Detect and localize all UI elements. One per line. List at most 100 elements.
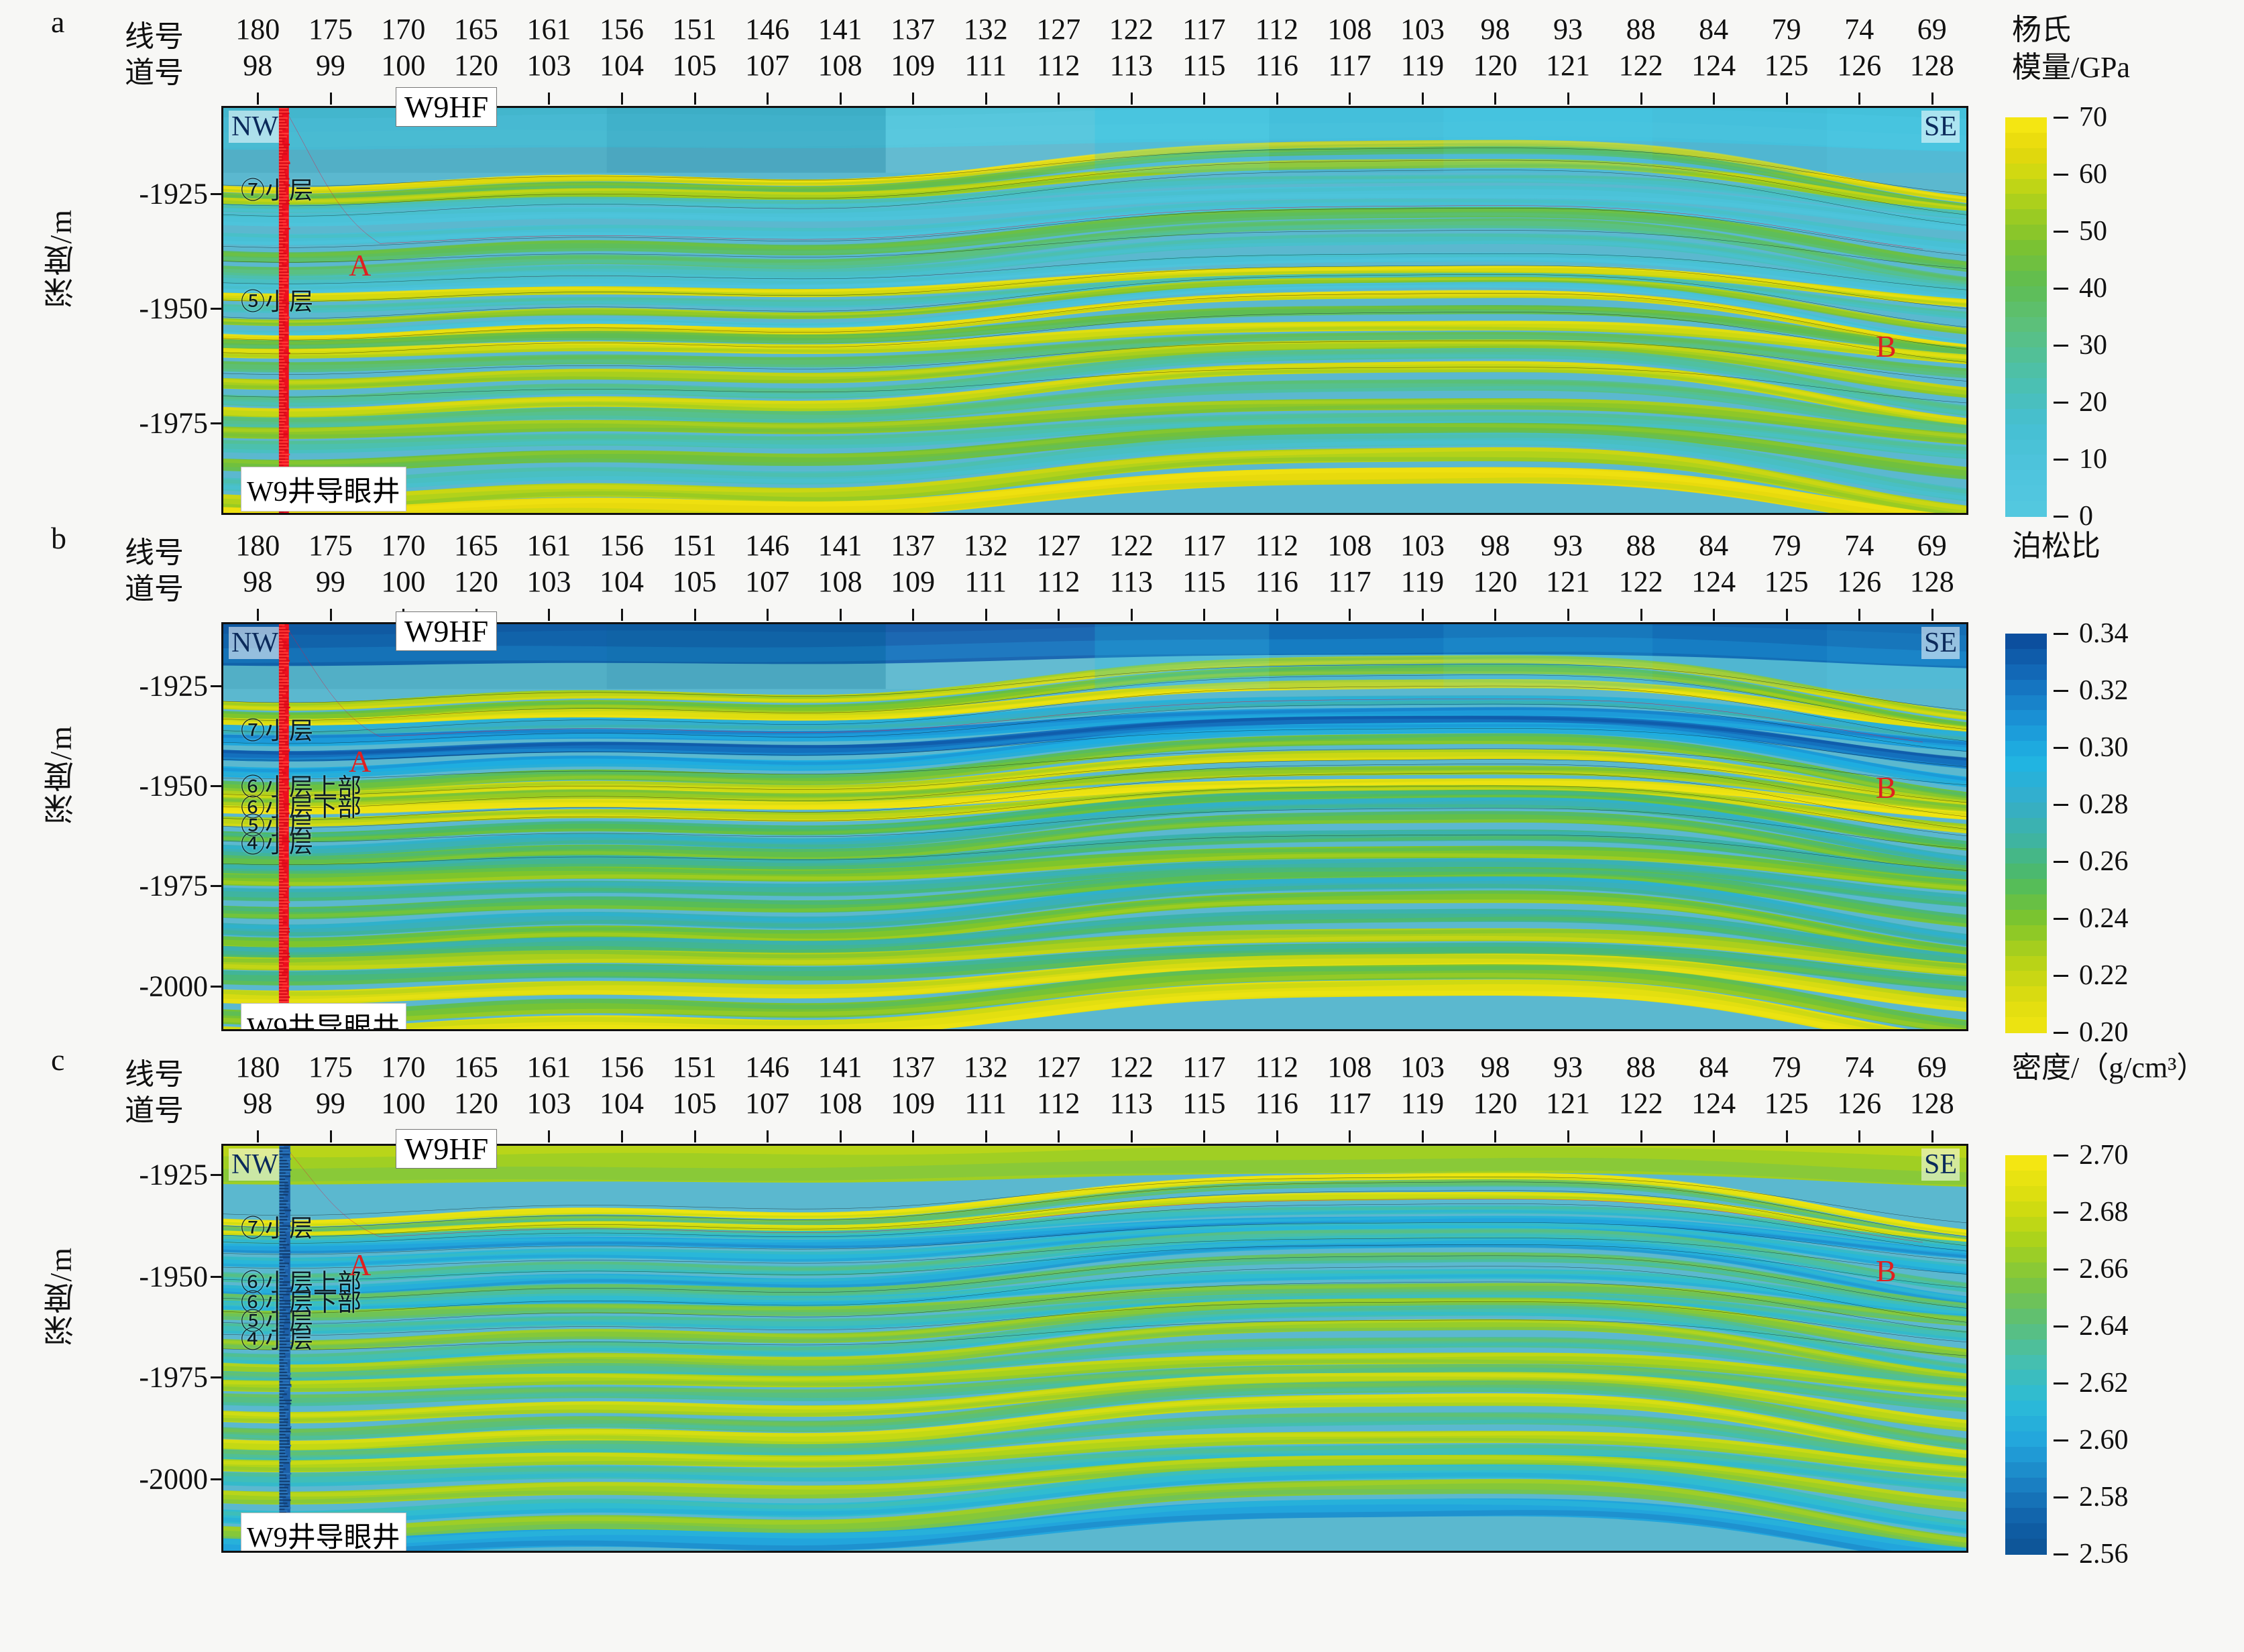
trace-number-label: 道号: [125, 56, 184, 89]
colorbar-tick-mark: [2054, 231, 2068, 233]
attribute-raster: [223, 624, 1966, 1029]
colorbar-segment: [2005, 879, 2047, 896]
colorbar-segment: [2005, 1539, 2047, 1555]
trace-number-tick: 126: [1837, 49, 1882, 82]
line-number-tick: 74: [1844, 13, 1874, 46]
x-tick-mark: [1130, 609, 1133, 621]
x-tick-mark: [1276, 609, 1278, 621]
colorbar-segment: [2005, 301, 2047, 318]
line-number-tick: 175: [308, 1051, 353, 1083]
y-tick-mark: [211, 1173, 221, 1176]
horizon-line: [223, 686, 1966, 741]
horizon-line: [223, 835, 1966, 870]
y-tick-mark: [211, 785, 221, 787]
attribute-lamina: [223, 399, 1966, 438]
colorbar-tick-label: 0.22: [2079, 960, 2129, 991]
line-number-tick: 137: [891, 1051, 936, 1083]
horizon-line: [223, 1238, 1966, 1275]
colorbar-tick-label: 60: [2079, 159, 2107, 190]
line-number-tick: 88: [1626, 529, 1656, 562]
x-tick-mark: [1421, 1130, 1424, 1142]
colorbar-segment: [2005, 1293, 2047, 1309]
y-tick-label: -1975: [139, 869, 208, 902]
line-number-tick: 79: [1771, 13, 1801, 46]
trace-number-tick: 120: [453, 49, 498, 82]
colorbar-segment: [2005, 1508, 2047, 1525]
line-number-tick: 98: [1480, 529, 1510, 562]
colorbar-title-line1: 杨氏: [2012, 13, 2071, 46]
colorbar-tick-label: 0.30: [2079, 732, 2129, 763]
horizon-line: [223, 1266, 1966, 1323]
trace-number-tick: 121: [1546, 1087, 1591, 1120]
trace-number-tick: 111: [964, 49, 1007, 82]
overburden-block: [1269, 624, 1444, 689]
colorbar-segment: [2005, 1170, 2047, 1187]
panel-letter: c: [51, 1043, 65, 1077]
colorbar-title-line1: 密度/（g/cm³）: [2012, 1051, 2206, 1084]
line-number-tick: 156: [599, 529, 644, 562]
colorbar-tick-label: 20: [2079, 387, 2107, 418]
y-tick-mark: [211, 685, 221, 687]
line-number-tick: 175: [308, 13, 353, 46]
y-tick-mark: [211, 985, 221, 988]
line-number-tick: 93: [1553, 1051, 1583, 1083]
colorbar-tick-label: 2.66: [2079, 1254, 2129, 1285]
stratum-label: ⑥小层上部: [240, 774, 361, 801]
line-number-tick: 141: [818, 529, 862, 562]
colorbar-segment: [2005, 1354, 2047, 1371]
y-tick-label: -1950: [139, 292, 208, 325]
trace-number-tick: 108: [818, 1087, 862, 1120]
line-number-tick: 161: [526, 13, 571, 46]
trace-number-tick: 104: [599, 565, 644, 598]
horizon-line: [223, 749, 1966, 785]
trace-number-tick: 113: [1109, 565, 1153, 598]
x-tick-mark: [1058, 609, 1060, 621]
pilot-well-log: [276, 624, 292, 1029]
line-number-label: 线号: [125, 20, 184, 53]
x-tick-mark: [1713, 1130, 1716, 1142]
panel-letter: b: [51, 521, 66, 555]
x-tick-mark: [329, 609, 332, 621]
line-number-tick: 165: [453, 13, 498, 46]
colorbar-segment: [2005, 393, 2047, 410]
line-number-tick: 98: [1480, 1051, 1510, 1083]
trace-number-tick: 124: [1691, 1087, 1736, 1120]
horizon-line: [223, 675, 1966, 729]
colorbar-segment: [2005, 802, 2047, 819]
colorbar-segment: [2005, 756, 2047, 772]
trace-number-tick: 117: [1328, 1087, 1371, 1120]
x-tick-mark: [1203, 1130, 1206, 1142]
overburden-block: [1443, 108, 1653, 173]
x-tick-mark: [257, 93, 260, 105]
overburden-block: [1095, 624, 1270, 689]
x-tick-mark: [1713, 93, 1716, 105]
colorbar-segment: [2005, 209, 2047, 226]
line-number-tick: 180: [235, 1051, 280, 1083]
colorbar-tick-label: 2.62: [2079, 1368, 2129, 1399]
attribute-lamina: [223, 121, 1966, 151]
x-tick-mark: [1130, 1130, 1133, 1142]
line-number-tick: 112: [1255, 13, 1299, 46]
stratum-label: ⑦小层: [240, 176, 313, 204]
colorbar-segment: [2005, 194, 2047, 211]
colorbar-segment: [2005, 940, 2047, 957]
trace-number-tick: 128: [1909, 1087, 1954, 1120]
line-number-tick: 88: [1626, 13, 1656, 46]
colorbar-c: [2005, 1155, 2047, 1555]
trace-number-tick: 126: [1837, 565, 1882, 598]
colorbar-segment: [2005, 1308, 2047, 1325]
trace-number-tick: 98: [243, 1087, 273, 1120]
stratum-label: ④小层: [240, 830, 313, 858]
line-number-label: 线号: [125, 1058, 184, 1091]
trace-number-tick: 115: [1182, 1087, 1226, 1120]
stratum-label: ⑥小层下部: [240, 1289, 361, 1317]
direction-label-se: SE: [1921, 627, 1960, 659]
trace-number-tick: 108: [818, 49, 862, 82]
trace-number-tick: 128: [1909, 49, 1954, 82]
x-tick-mark: [329, 93, 332, 105]
line-number-tick: 146: [745, 13, 790, 46]
seismic-section-a: NW SE ⑦小层 ⑤小层 W9井导眼井 A B: [221, 106, 1968, 515]
colorbar-tick-mark: [2054, 1268, 2068, 1271]
y-axis-label: 深度/m: [44, 724, 78, 825]
colorbar-tick-mark: [2054, 117, 2068, 119]
